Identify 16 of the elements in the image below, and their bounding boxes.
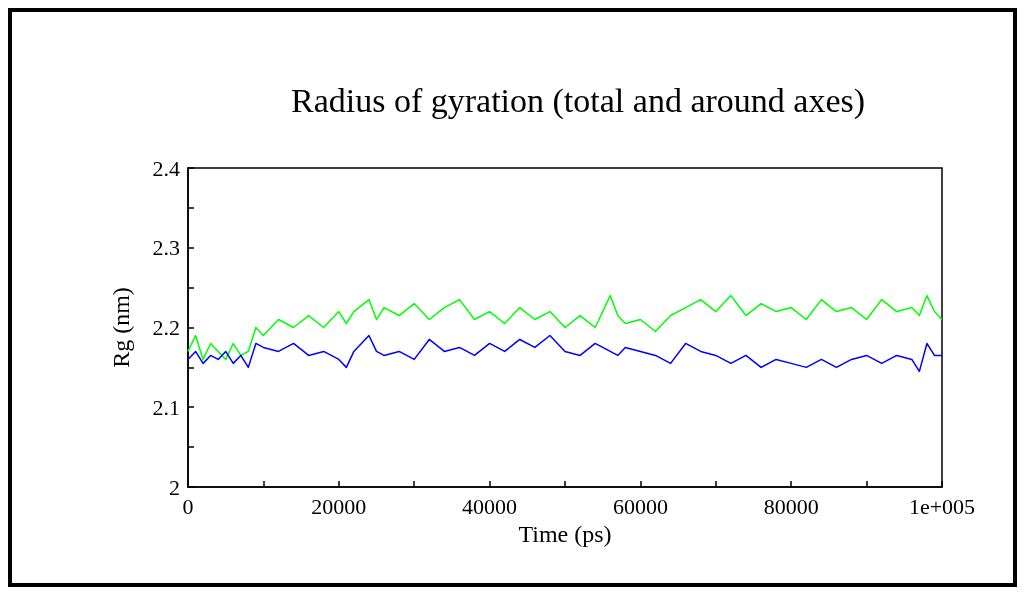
x-tick-label: 1e+005 <box>908 493 976 519</box>
x-tick-label: 80000 <box>763 493 819 519</box>
chart-title: Radius of gyration (total and around axes) <box>290 81 866 120</box>
x-tick-label: 40000 <box>462 493 518 519</box>
y-tick-label: 2.1 <box>152 394 180 420</box>
x-tick-label: 0 <box>182 493 194 519</box>
x-tick-label: 20000 <box>311 493 367 519</box>
line-series <box>187 334 943 373</box>
y-tick-label: 2.3 <box>152 235 180 261</box>
line-series <box>187 294 943 361</box>
x-axis-title: Time (ps) <box>518 520 612 547</box>
y-tick-label: 2.4 <box>152 155 180 181</box>
y-axis-title: Rg (nm) <box>108 287 134 368</box>
y-tick-label: 2.2 <box>152 315 180 340</box>
y-tick-label: 2 <box>169 474 180 500</box>
x-tick-label: 60000 <box>612 493 668 519</box>
